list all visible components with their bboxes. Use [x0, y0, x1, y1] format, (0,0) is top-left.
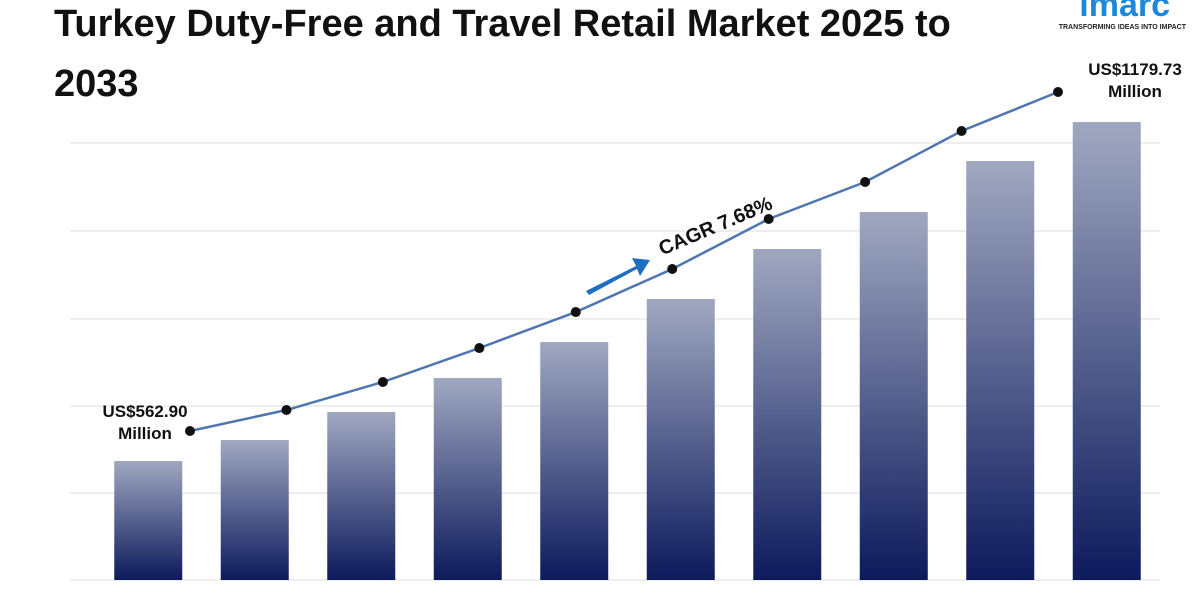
- trend-dot: [1053, 87, 1063, 98]
- logo: imarc: [1079, 0, 1170, 24]
- bar: [646, 299, 715, 580]
- trend-dot: [281, 405, 292, 416]
- value-label: US$562.90 Million: [102, 402, 188, 444]
- bar: [753, 248, 822, 580]
- chart-title: Turkey Duty-Free and Travel Retail Marke…: [54, 3, 951, 105]
- bar: [859, 212, 928, 581]
- bar: [540, 342, 609, 580]
- trend-dot: [570, 307, 581, 318]
- trend-dot: [956, 126, 967, 137]
- trend-dot: [474, 343, 485, 354]
- trend-dot: [763, 213, 774, 224]
- bar: [327, 411, 396, 580]
- tagline: TRANSFORMING IDEAS INTO IMPACT: [1058, 24, 1186, 31]
- bar: [966, 161, 1035, 580]
- trend-dot: [860, 177, 871, 188]
- trend-dot: [667, 264, 678, 275]
- trend-dot: [185, 426, 195, 437]
- bar: [433, 378, 502, 580]
- bar: [220, 440, 289, 580]
- value-label: US$1179.73 Million: [1088, 60, 1182, 102]
- bar: [114, 461, 183, 580]
- bar: [1072, 122, 1141, 580]
- trend-dot: [377, 376, 388, 387]
- trend-line: [189, 90, 1059, 433]
- arrow: [586, 258, 650, 295]
